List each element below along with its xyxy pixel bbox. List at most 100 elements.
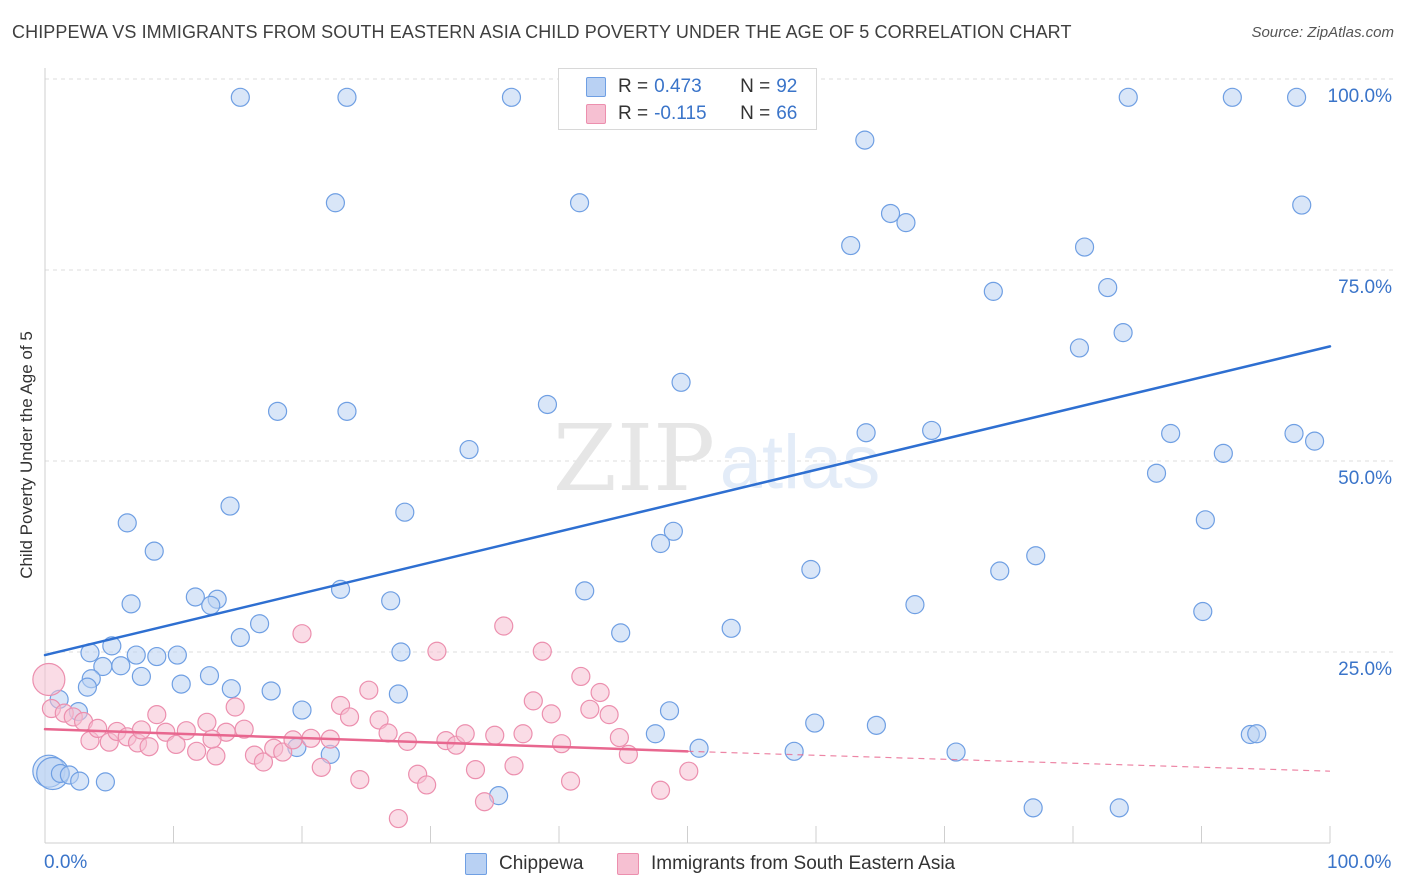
- point-immigrants: [474, 792, 495, 812]
- point-immigrants: [88, 718, 108, 739]
- point-chippewa: [645, 724, 665, 744]
- legend-n-key: N =: [740, 103, 771, 124]
- point-immigrants: [599, 705, 619, 725]
- point-immigrants: [417, 775, 437, 795]
- legend-r-key: R =: [618, 76, 649, 97]
- x-tick-min: 0.0%: [44, 852, 88, 873]
- point-chippewa: [1222, 87, 1242, 107]
- point-chippewa: [1026, 546, 1046, 566]
- point-chippewa: [671, 372, 691, 392]
- point-chippewa: [784, 741, 804, 761]
- point-chippewa: [121, 594, 141, 614]
- point-chippewa: [1161, 423, 1181, 444]
- point-chippewa: [1069, 338, 1090, 358]
- y-tick-25: 25.0%: [1338, 659, 1392, 680]
- y-tick-100: 100.0%: [1327, 86, 1392, 107]
- point-chippewa: [185, 587, 205, 607]
- bottom-legend-immigrants: Immigrants from South Eastern Asia: [617, 851, 955, 877]
- point-chippewa: [721, 618, 741, 638]
- source-label: Source: ZipAtlas.com: [1251, 24, 1394, 41]
- point-chippewa: [537, 394, 558, 415]
- point-chippewa: [801, 559, 821, 580]
- point-immigrants: [551, 734, 572, 754]
- trend-lines: [43, 345, 1332, 772]
- point-immigrants: [131, 720, 151, 740]
- point-immigrants: [369, 710, 389, 730]
- point-chippewa: [1304, 431, 1325, 451]
- point-chippewa: [663, 521, 683, 541]
- point-immigrants: [580, 699, 600, 719]
- point-chippewa: [395, 502, 415, 522]
- point-chippewa: [337, 87, 357, 107]
- point-chippewa: [659, 701, 680, 721]
- point-chippewa: [1286, 87, 1307, 107]
- legend-n-key: N =: [740, 76, 771, 97]
- point-chippewa: [501, 87, 522, 107]
- point-chippewa: [1098, 277, 1118, 298]
- point-chippewa: [896, 213, 916, 233]
- point-chippewa: [983, 281, 1003, 301]
- point-immigrants: [679, 761, 699, 781]
- point-chippewa: [611, 623, 631, 643]
- chart-title: CHIPPEWA VS IMMIGRANTS FROM SOUTH EASTER…: [12, 22, 1072, 42]
- bottom-legend-chippewa: Chippewa: [465, 851, 584, 877]
- point-chippewa: [337, 401, 357, 421]
- legend: R = 0.473 N = 92 R = -0.115 N = 66: [558, 68, 817, 130]
- point-chippewa: [230, 627, 250, 648]
- point-immigrants: [513, 724, 533, 744]
- watermark-atlas: atlas: [720, 420, 881, 505]
- point-chippewa: [325, 193, 346, 213]
- point-immigrants: [283, 730, 303, 750]
- point-immigrants: [187, 741, 207, 761]
- point-chippewa: [1247, 724, 1267, 744]
- point-immigrants: [571, 666, 591, 687]
- point-chippewa: [575, 581, 595, 601]
- point-immigrants: [494, 616, 514, 636]
- point-chippewa: [126, 645, 146, 665]
- point-chippewa: [1292, 195, 1312, 215]
- point-chippewa: [144, 541, 164, 561]
- legend-row-immigrants: R = -0.115 N = 66: [586, 101, 797, 127]
- point-chippewa: [147, 646, 167, 667]
- legend-swatch-blue: [586, 77, 606, 97]
- point-chippewa: [1146, 463, 1167, 483]
- point-immigrants: [378, 723, 398, 743]
- point-chippewa: [95, 772, 115, 792]
- legend-r-value: 0.473: [654, 76, 702, 97]
- point-chippewa: [292, 700, 312, 720]
- point-chippewa: [459, 439, 479, 460]
- point-immigrants: [541, 704, 561, 724]
- point-immigrants: [388, 808, 408, 829]
- point-chippewa: [201, 595, 221, 615]
- point-chippewa: [866, 715, 886, 735]
- point-immigrants: [176, 721, 196, 741]
- point-chippewa: [841, 235, 861, 256]
- point-chippewa: [1213, 443, 1233, 463]
- point-immigrants: [465, 760, 486, 780]
- point-chippewa: [855, 130, 875, 150]
- point-immigrants: [523, 691, 543, 711]
- point-immigrants: [147, 705, 167, 725]
- point-immigrants: [166, 734, 186, 755]
- point-immigrants: [427, 641, 447, 661]
- point-chippewa: [1113, 323, 1133, 343]
- point-chippewa: [1284, 423, 1304, 444]
- trend-line-immigrants: [43, 727, 689, 753]
- trend-line-immigrants-extrapolated: [687, 750, 1331, 772]
- point-immigrants: [532, 641, 552, 661]
- point-chippewa: [650, 533, 671, 554]
- y-tick-75: 75.0%: [1338, 277, 1392, 298]
- series-immigrants-se-asia: [32, 616, 699, 829]
- point-chippewa: [261, 681, 281, 701]
- point-immigrants: [197, 712, 217, 732]
- trend-line-chippewa: [43, 345, 1332, 657]
- point-chippewa: [249, 614, 270, 634]
- point-immigrants: [32, 662, 66, 697]
- point-chippewa: [1074, 237, 1095, 257]
- point-chippewa: [1118, 87, 1138, 107]
- point-immigrants: [292, 624, 312, 644]
- bottom-legend-label: Chippewa: [499, 853, 584, 874]
- point-immigrants: [234, 719, 254, 739]
- y-axis-label: Child Poverty Under the Age of 5: [17, 331, 36, 579]
- point-immigrants: [590, 682, 610, 703]
